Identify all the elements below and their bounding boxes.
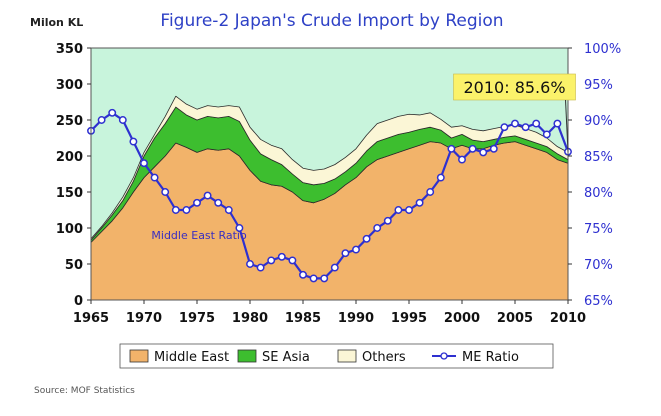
x-tick-label: 1980: [232, 311, 268, 326]
ratio-point: [140, 159, 148, 168]
ratio-point: [447, 144, 456, 153]
y-right-tick-label: 65%: [584, 294, 613, 309]
ratio-point: [532, 119, 541, 128]
x-tick-label: 2010: [550, 311, 586, 326]
ratio-point: [383, 216, 392, 225]
ratio-point: [309, 274, 318, 283]
legend-swatch-others: [337, 349, 357, 363]
ratio-point: [415, 198, 424, 207]
ratio-point: [352, 245, 360, 254]
ratio-point: [362, 234, 371, 243]
y-left-tick-label: 50: [65, 258, 83, 273]
y-right-tick-label: 75%: [584, 222, 613, 237]
y-left-tick-label: 100: [56, 222, 83, 237]
ratio-point: [267, 256, 276, 265]
ratio-point: [479, 148, 488, 157]
ratio-point: [171, 206, 180, 214]
x-tick-label: 1965: [73, 311, 109, 326]
ratio-point: [521, 123, 530, 132]
source-note: Source: MOF Statistics: [34, 386, 135, 396]
x-tick-label: 1985: [285, 311, 321, 326]
x-tick-label: 1975: [179, 311, 215, 326]
series-line-me-ratio: [90, 111, 570, 280]
ratio-point: [277, 252, 286, 261]
ratio-point: [436, 173, 445, 182]
ratio-point: [320, 274, 329, 283]
y-left-tick-label: 0: [74, 294, 83, 309]
ratio-point: [224, 206, 233, 214]
ratio-point: [468, 144, 477, 153]
legend-marker-me-ratio: [440, 352, 448, 360]
ratio-point: [182, 206, 191, 214]
x-tick-label: 1970: [126, 311, 162, 326]
legend-label-se-asia: SE Asia: [262, 350, 310, 365]
ratio-point: [193, 198, 201, 207]
ratio-point: [458, 155, 466, 164]
y-left-tick-label: 300: [56, 78, 83, 93]
legend-label-others: Others: [362, 350, 406, 365]
x-tick-label: 2005: [497, 311, 533, 326]
ratio-point: [246, 260, 254, 268]
y-left-tick-label: 350: [56, 42, 83, 57]
ratio-point: [288, 256, 297, 265]
ratio-point: [256, 263, 265, 272]
y-right-tick-label: 100%: [584, 42, 621, 57]
annotation-middle-east-ratio: Middle East Ratio: [151, 229, 247, 242]
chart-title: Figure-2 Japan's Crude Import by Region: [160, 11, 503, 31]
y-right-tick-label: 95%: [584, 78, 613, 93]
y-right-tick-label: 85%: [584, 150, 613, 165]
plot-frame: [90, 47, 569, 301]
area-layer: [90, 95, 569, 301]
annotation-box: [453, 73, 576, 101]
legend: Middle East SE Asia Others ME Ratio: [119, 343, 554, 369]
ratio-point: [394, 206, 403, 214]
annotation-2010-ratio: 2010: 85.6%: [464, 78, 566, 97]
ratio-point: [542, 130, 551, 139]
legend-frame: [119, 343, 554, 369]
y-left-tick-label: 200: [56, 150, 83, 165]
ratio-point: [108, 108, 117, 117]
ratio-point: [373, 224, 382, 232]
ratio-point: [214, 198, 223, 207]
ratio-point: [500, 123, 509, 132]
ratio-point: [150, 173, 159, 182]
ratio-point: [299, 270, 307, 279]
y-left-tick-label: 150: [56, 186, 83, 201]
annotation-leader-line: [565, 99, 569, 152]
ratio-point: [405, 206, 413, 214]
legend-label-me-ratio: ME Ratio: [462, 350, 519, 365]
x-tick-label: 2000: [444, 311, 480, 326]
ratio-point: [489, 144, 498, 153]
x-tick-label: 1995: [391, 311, 427, 326]
y-right-tick-label: 80%: [584, 186, 613, 201]
legend-swatch-se-asia: [237, 349, 257, 363]
ratio-point: [341, 249, 350, 258]
y-left-tick-label: 250: [56, 114, 83, 129]
legend-swatch-middle-east: [129, 349, 149, 363]
ratio-point: [161, 188, 170, 196]
ratio-point: [553, 119, 562, 128]
y-right-tick-label: 90%: [584, 114, 613, 129]
ratio-point: [118, 116, 127, 124]
text-layer: Figure-2 Japan's Crude Import by Region …: [30, 11, 576, 396]
axes-layer: 0 50 100 150 200 250 300 350 65% 70% 75% 80% 85% 90% 9…: [56, 42, 621, 326]
ratio-point: [203, 191, 212, 200]
ratio-point: [97, 116, 106, 124]
legend-label-middle-east: Middle East: [154, 350, 229, 365]
y-right-tick-label: 70%: [584, 258, 613, 273]
ratio-point: [235, 224, 244, 232]
x-tick-label: 1990: [338, 311, 374, 326]
ratio-point: [511, 119, 519, 128]
y-axis-label-left: Milon KL: [30, 16, 83, 29]
ratio-point: [129, 137, 138, 146]
ratio-line-layer: [87, 108, 572, 283]
ratio-point: [426, 188, 435, 196]
ratio-point: [330, 263, 339, 272]
